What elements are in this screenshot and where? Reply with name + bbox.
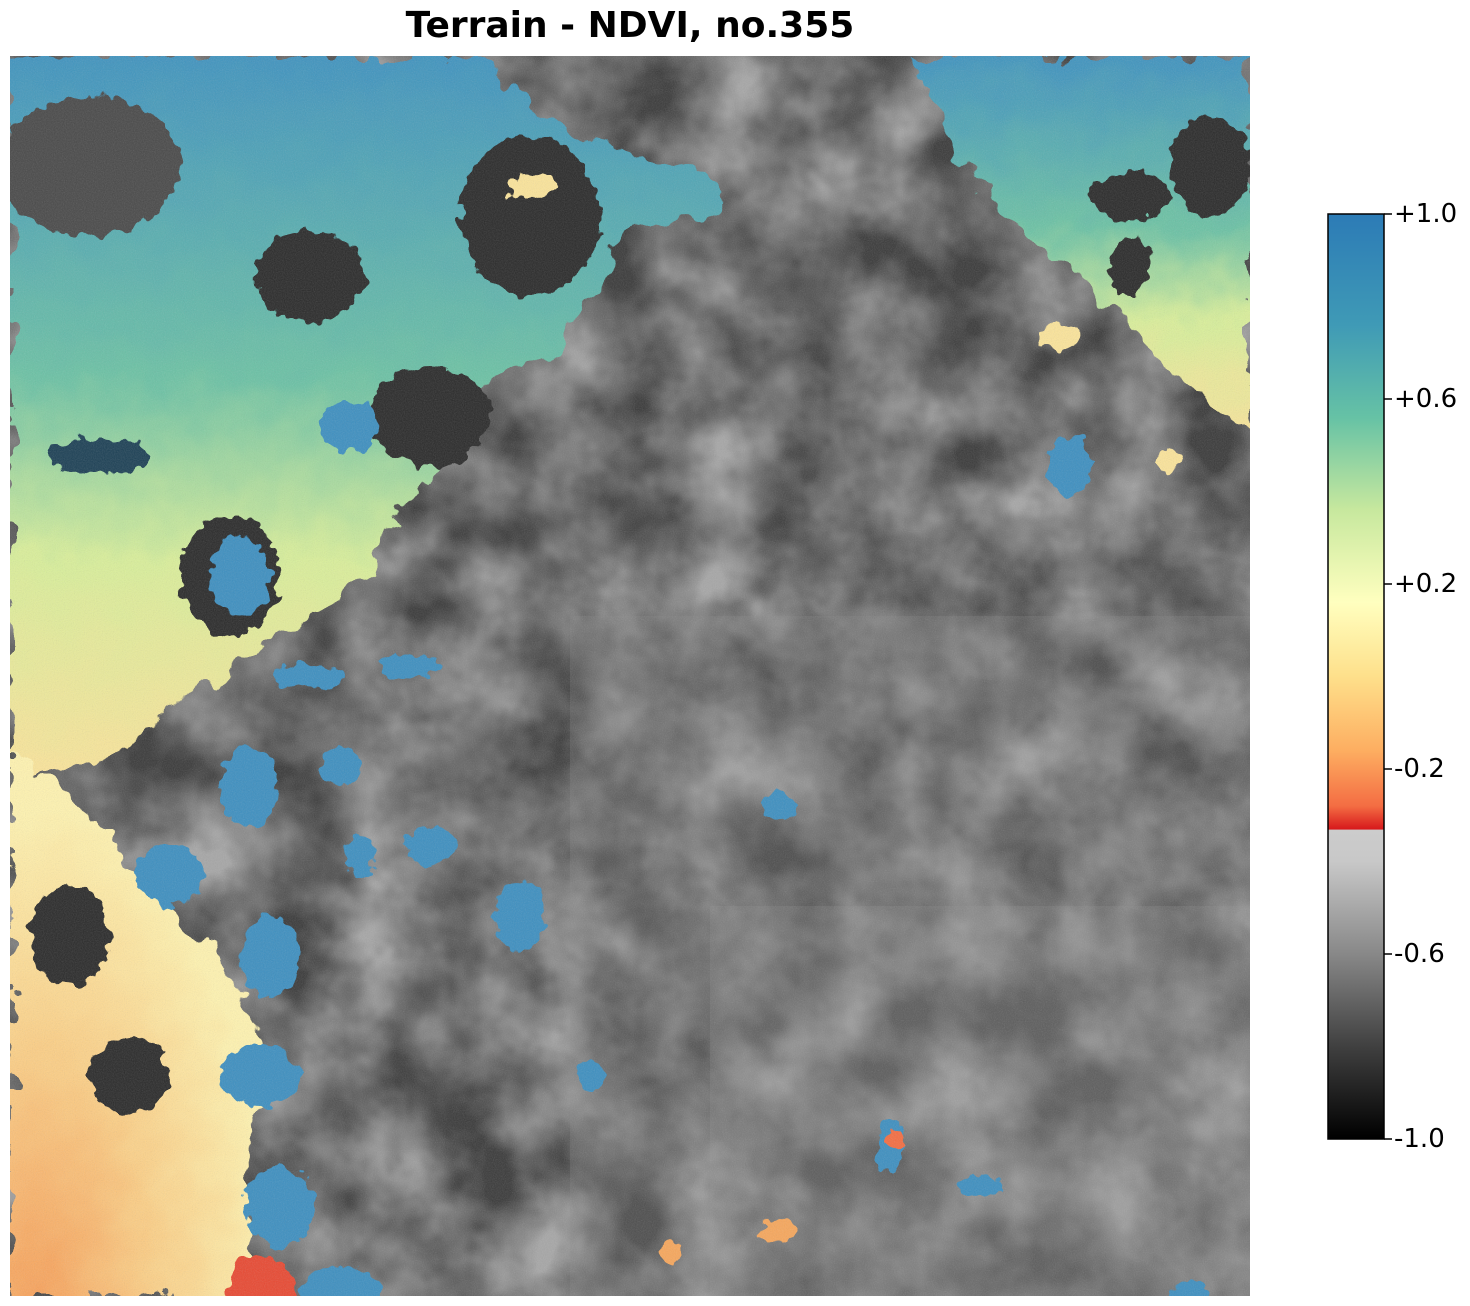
colorbar-tick-label: +0.2 (1394, 569, 1458, 599)
map-title: Terrain - NDVI, no.355 (405, 5, 855, 46)
colorbar-gradient (1327, 213, 1385, 1140)
colorbar-tick-label: -0.2 (1394, 754, 1445, 784)
colorbar-ticks (1384, 213, 1392, 1140)
colorbar (1327, 213, 1392, 1140)
colorbar-tick-label: +0.6 (1394, 384, 1458, 414)
colorbar-tick-label: +1.0 (1394, 199, 1458, 229)
colorbar-tick-label: -0.6 (1394, 939, 1445, 969)
ndvi-map (10, 56, 1250, 1296)
colorbar-tick-label: -1.0 (1394, 1124, 1445, 1154)
